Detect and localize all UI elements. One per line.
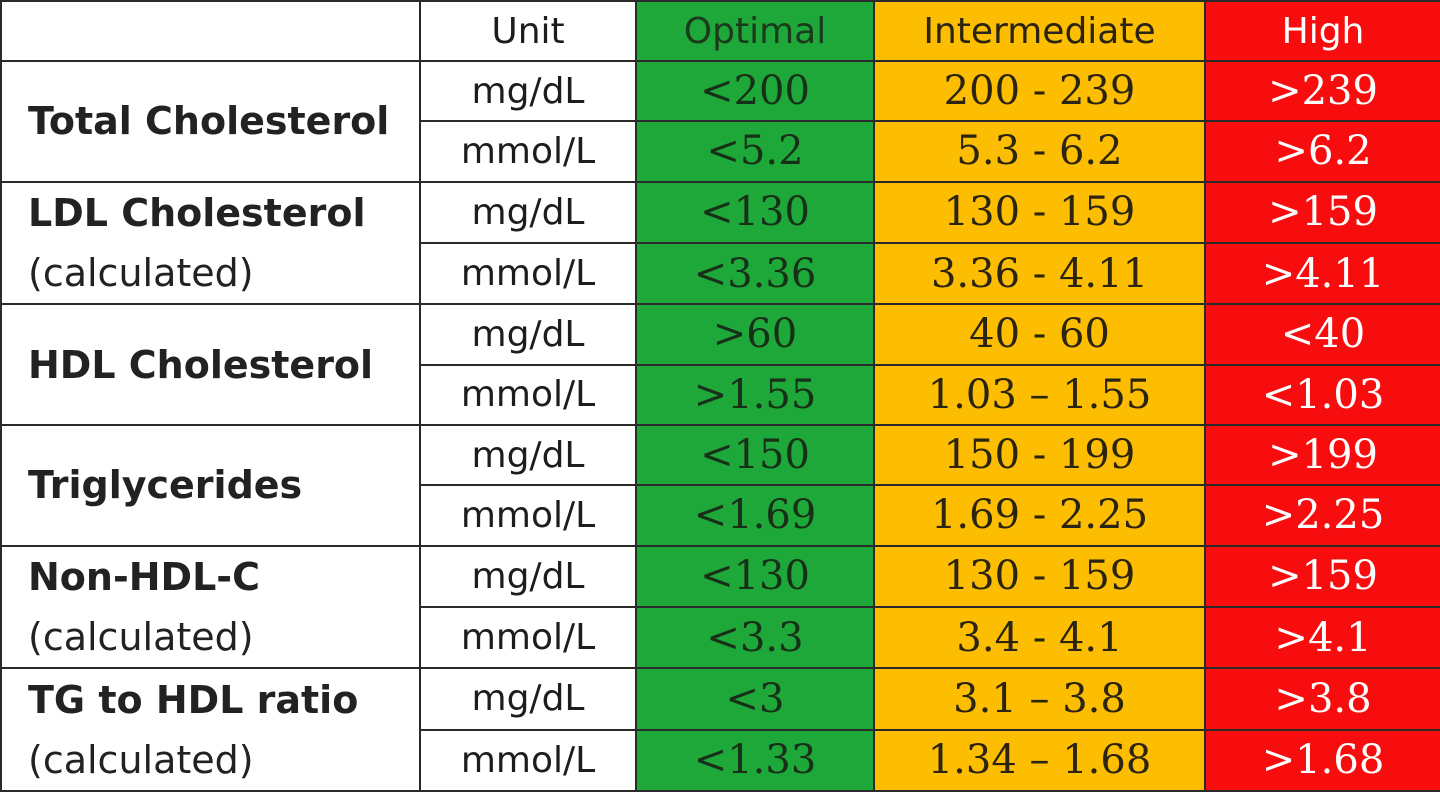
unit-cell: mmol/L (419, 241, 637, 306)
intermediate-value: 3.1 – 3.8 (873, 667, 1206, 731)
test-name: TG to HDL ratio (28, 677, 359, 722)
high-value: >239 (1204, 59, 1440, 123)
unit-cell: mg/dL (419, 423, 637, 487)
intermediate-value: 200 - 239 (873, 59, 1206, 123)
test-note: (calculated) (28, 250, 254, 295)
test-note: (calculated) (28, 737, 254, 782)
high-value: >159 (1204, 544, 1440, 608)
unit-cell: mg/dL (419, 59, 637, 123)
header-intermediate: Intermediate (873, 0, 1206, 62)
header-optimal: Optimal (635, 0, 875, 62)
intermediate-value: 1.03 – 1.55 (873, 363, 1206, 426)
optimal-value: <130 (635, 180, 875, 244)
high-value: >159 (1204, 180, 1440, 244)
optimal-value: >60 (635, 303, 875, 366)
table-row: mmol/L <1.69 1.69 - 2.25 >2.25 (1, 484, 1440, 547)
intermediate-value: 130 - 159 (873, 544, 1206, 608)
optimal-value: <1.33 (635, 728, 875, 792)
optimal-value: <130 (635, 544, 875, 608)
table-row: TG to HDL ratio (calculated) mg/dL <3 3.1 – … (0, 667, 1440, 792)
high-value: <1.03 (1204, 363, 1440, 426)
test-name-cell: TG to HDL ratio (calculated) (0, 667, 421, 792)
table-row: mmol/L <5.2 5.3 - 6.2 >6.2 (1, 120, 1440, 183)
unit-cell: mg/dL (419, 667, 637, 731)
table-row: HDL Cholesterol mg/dL >60 40 - 60 <40 (0, 303, 1440, 426)
optimal-value: <3.36 (635, 241, 875, 306)
optimal-value: <5.2 (635, 120, 875, 183)
optimal-value: <3 (635, 667, 875, 731)
unit-cell: mg/dL (419, 303, 637, 366)
optimal-value: <200 (635, 59, 875, 123)
unit-cell: mmol/L (419, 484, 637, 547)
unit-cell: mg/dL (419, 180, 637, 244)
header-blank-cell (0, 0, 421, 62)
table-row: Total Cholesterol mg/dL <200 200 - 239 >239 (0, 59, 1440, 183)
header-high: High (1204, 0, 1440, 62)
table-row: mmol/L >1.55 1.03 – 1.55 <1.03 (1, 363, 1440, 426)
test-name: HDL Cholesterol (28, 342, 374, 387)
test-name-cell: HDL Cholesterol (0, 303, 421, 426)
intermediate-value: 1.69 - 2.25 (873, 484, 1206, 547)
unit-cell: mmol/L (419, 363, 637, 426)
test-name: Total Cholesterol (28, 99, 390, 144)
intermediate-value: 150 - 199 (873, 423, 1206, 487)
test-name: Triglycerides (28, 463, 303, 508)
optimal-value: <1.69 (635, 484, 875, 547)
table-row: Non-HDL-C (calculated) mg/dL <130 130 - 159 >… (0, 544, 1440, 670)
high-value: >4.1 (1204, 605, 1440, 670)
test-name-cell: Non-HDL-C (calculated) (0, 544, 421, 670)
high-value: >4.11 (1204, 241, 1440, 306)
table-row: LDL Cholesterol (calculated) mg/dL <130 130 … (0, 180, 1440, 306)
table-row: mmol/L <3.3 3.4 - 4.1 >4.1 (1, 605, 1440, 670)
table-row: Triglycerides mg/dL <150 150 - 199 >199 (0, 423, 1440, 547)
high-value: >2.25 (1204, 484, 1440, 547)
intermediate-value: 130 - 159 (873, 180, 1206, 244)
table-row: mmol/L <1.33 1.34 – 1.68 >1.68 (1, 728, 1440, 792)
test-name: LDL Cholesterol (28, 190, 366, 235)
intermediate-value: 3.36 - 4.11 (873, 241, 1206, 306)
test-name-cell: Triglycerides (0, 423, 421, 547)
intermediate-value: 3.4 - 4.1 (873, 605, 1206, 670)
high-value: >199 (1204, 423, 1440, 487)
optimal-value: >1.55 (635, 363, 875, 426)
intermediate-value: 40 - 60 (873, 303, 1206, 366)
optimal-value: <150 (635, 423, 875, 487)
intermediate-value: 5.3 - 6.2 (873, 120, 1206, 183)
unit-cell: mmol/L (419, 605, 637, 670)
unit-cell: mmol/L (419, 728, 637, 792)
optimal-value: <3.3 (635, 605, 875, 670)
intermediate-value: 1.34 – 1.68 (873, 728, 1206, 792)
test-name-cell: LDL Cholesterol (calculated) (0, 180, 421, 306)
unit-cell: mmol/L (419, 120, 637, 183)
test-name-cell: Total Cholesterol (0, 60, 421, 183)
header-row: Unit Optimal Intermediate High (0, 0, 1440, 62)
test-name: Non-HDL-C (28, 554, 260, 599)
high-value: >3.8 (1204, 667, 1440, 731)
header-unit: Unit (419, 0, 637, 62)
high-value: >1.68 (1204, 728, 1440, 792)
table-row: mmol/L <3.36 3.36 - 4.11 >4.11 (1, 241, 1440, 306)
high-value: >6.2 (1204, 120, 1440, 183)
test-note: (calculated) (28, 614, 254, 659)
unit-cell: mg/dL (419, 544, 637, 608)
high-value: <40 (1204, 303, 1440, 366)
